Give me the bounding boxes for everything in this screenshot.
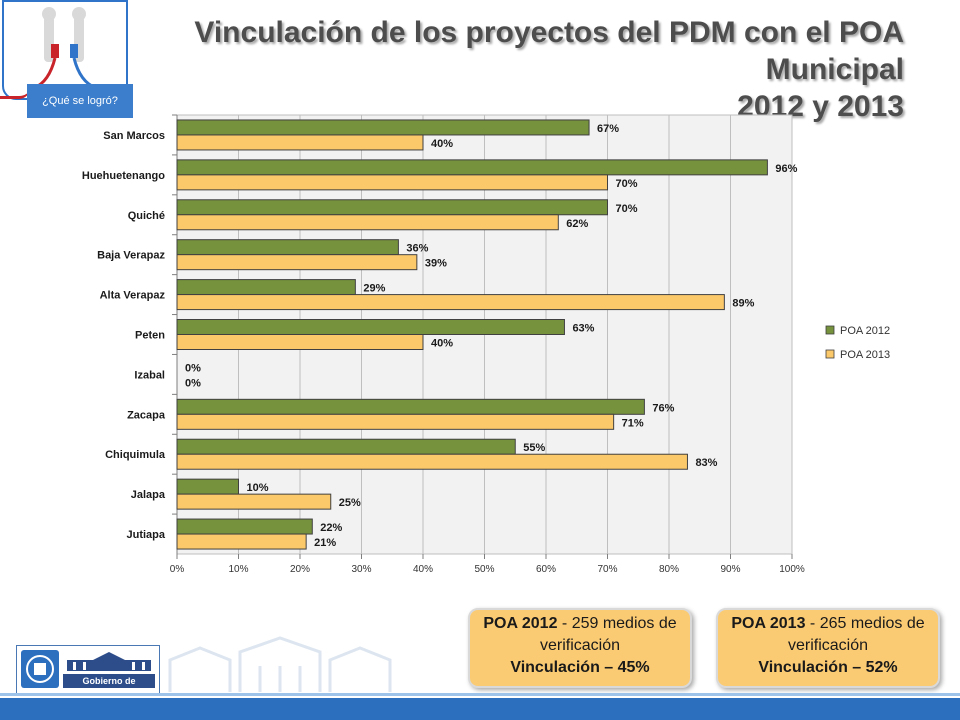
legend-swatch <box>825 325 835 335</box>
category-label: Baja Verapaz <box>97 250 165 262</box>
data-label: 55% <box>523 442 545 454</box>
legend-label: POA 2013 <box>840 349 890 361</box>
category-label: Alta Verapaz <box>100 290 166 302</box>
bar <box>176 319 565 335</box>
category-label: Quiché <box>128 210 165 222</box>
summary-2013-result: Vinculación – 52% <box>758 659 898 676</box>
x-tick-label: 30% <box>351 564 371 575</box>
bar <box>176 159 768 176</box>
bar <box>176 279 356 296</box>
bar <box>176 533 307 550</box>
summary-2012-heading: POA 2012 <box>483 615 558 632</box>
footer-band <box>0 698 960 720</box>
palace-icon <box>67 652 151 671</box>
data-label: 36% <box>406 243 428 255</box>
footer-decoration <box>0 630 960 720</box>
summary-2013-detail: - 265 medios de verificación <box>787 615 925 654</box>
summary-2012-text: POA 2012 - 259 medios de verificación <box>470 613 690 657</box>
category-label: Jutiapa <box>126 529 165 541</box>
data-label: 25% <box>339 497 361 509</box>
tag-que-se-logro: ¿Qué se logró? <box>27 84 133 118</box>
category-label: Peten <box>135 330 165 342</box>
data-label: 70% <box>616 178 638 190</box>
bar <box>176 478 239 495</box>
bar <box>176 214 559 231</box>
data-label: 0% <box>185 377 201 389</box>
data-label: 21% <box>314 537 336 549</box>
data-label: 89% <box>732 298 754 310</box>
bar-chart: 0% 10% 20% 30% 40% 50% 60% 70% 80% 90% 100% San Mar… <box>82 114 890 575</box>
summary-box-2012: POA 2012 - 259 medios de verificación Vi… <box>468 608 692 688</box>
summary-2013-text: POA 2013 - 265 medios de verificación <box>718 613 938 657</box>
category-label: Jalapa <box>131 489 166 501</box>
bar <box>176 518 313 535</box>
bar <box>176 119 590 136</box>
data-label: 10% <box>247 482 269 494</box>
data-label: 63% <box>572 323 594 335</box>
gobierno-label: Gobierno de Guatemala <box>63 674 155 700</box>
data-label: 40% <box>431 138 453 150</box>
category-label: San Marcos <box>103 130 165 142</box>
bar <box>176 199 608 216</box>
data-label: 96% <box>775 163 797 175</box>
data-label: 22% <box>320 522 342 534</box>
x-tick-label: 50% <box>474 564 494 575</box>
x-tick-label: 40% <box>413 564 433 575</box>
x-tick-label: 80% <box>659 564 679 575</box>
bar <box>176 453 688 470</box>
bar <box>176 334 424 350</box>
palace-watermark-icon <box>168 636 392 692</box>
bar <box>176 413 615 430</box>
summary-2012-detail: - 259 medios de verificación <box>539 615 677 654</box>
page-title: Vinculación de los proyectos del PDM con… <box>118 14 904 125</box>
gobierno-logo: Gobierno de Guatemala <box>16 645 160 700</box>
bar <box>176 294 725 311</box>
x-tick-label: 90% <box>720 564 740 575</box>
data-label: 71% <box>622 417 644 429</box>
x-tick-label: 0% <box>170 564 185 575</box>
category-label: Chiquimula <box>105 449 166 461</box>
bar <box>176 438 516 455</box>
data-label: 83% <box>695 457 717 469</box>
data-label: 0% <box>185 362 201 374</box>
legend-swatch <box>825 349 835 359</box>
x-tick-label: 100% <box>779 564 805 575</box>
x-tick-label: 20% <box>290 564 310 575</box>
guatemala-emblem-icon <box>21 650 59 688</box>
x-tick-label: 70% <box>597 564 617 575</box>
data-label: 62% <box>566 218 588 230</box>
bar <box>176 493 332 510</box>
data-label: 39% <box>425 258 447 270</box>
summary-2013-heading: POA 2013 <box>731 615 806 632</box>
bar <box>176 239 399 256</box>
data-label: 29% <box>363 283 385 295</box>
data-label: 70% <box>616 203 638 215</box>
category-label: Izabal <box>134 369 165 381</box>
data-label: 40% <box>431 338 453 350</box>
legend-label: POA 2012 <box>840 325 890 337</box>
summary-2012-result: Vinculación – 45% <box>510 659 650 676</box>
logo-swoosh <box>0 88 30 99</box>
footer-line <box>0 693 960 696</box>
title-line-1: Vinculación de los proyectos del PDM con… <box>194 16 904 86</box>
bar <box>176 254 418 271</box>
category-label: Huehuetenango <box>82 170 165 182</box>
bar <box>176 174 608 191</box>
bar <box>176 398 645 415</box>
data-label: 76% <box>652 402 674 414</box>
x-tick-label: 10% <box>228 564 248 575</box>
bar <box>176 134 424 151</box>
category-label: Zacapa <box>127 409 166 421</box>
data-label: 67% <box>597 123 619 135</box>
summary-box-2013: POA 2013 - 265 medios de verificación Vi… <box>716 608 940 688</box>
x-tick-label: 60% <box>536 564 556 575</box>
